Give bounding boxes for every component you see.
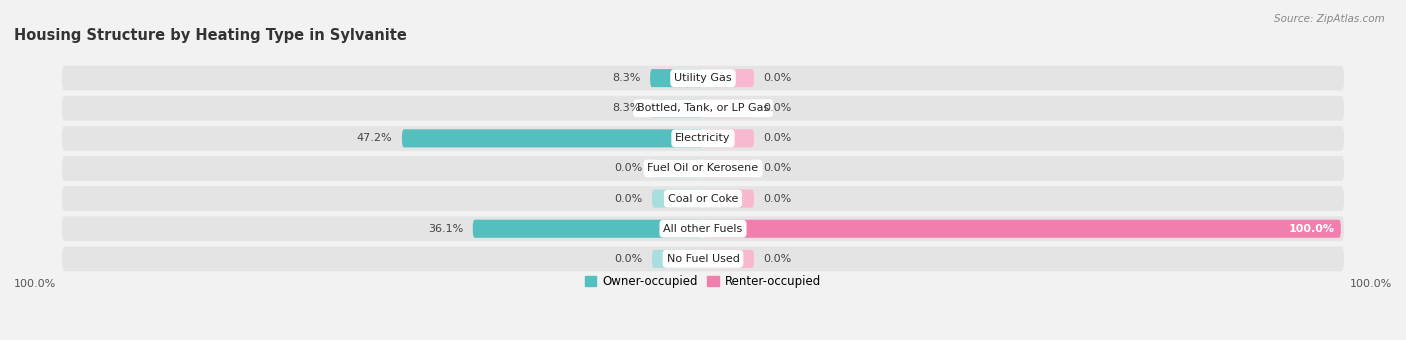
Text: 0.0%: 0.0%: [763, 73, 792, 83]
Legend: Owner-occupied, Renter-occupied: Owner-occupied, Renter-occupied: [579, 270, 827, 293]
FancyBboxPatch shape: [652, 250, 703, 268]
FancyBboxPatch shape: [703, 220, 1341, 238]
Text: No Fuel Used: No Fuel Used: [666, 254, 740, 264]
Text: 0.0%: 0.0%: [614, 164, 643, 173]
Text: Coal or Coke: Coal or Coke: [668, 193, 738, 204]
Text: 0.0%: 0.0%: [763, 254, 792, 264]
Text: 100.0%: 100.0%: [1288, 224, 1334, 234]
Text: 100.0%: 100.0%: [14, 278, 56, 289]
FancyBboxPatch shape: [703, 250, 754, 268]
FancyBboxPatch shape: [62, 156, 1344, 181]
Text: 100.0%: 100.0%: [1350, 278, 1392, 289]
FancyBboxPatch shape: [703, 159, 754, 177]
FancyBboxPatch shape: [652, 190, 703, 208]
Text: 0.0%: 0.0%: [763, 164, 792, 173]
Text: 0.0%: 0.0%: [763, 103, 792, 113]
FancyBboxPatch shape: [703, 99, 754, 117]
Text: 36.1%: 36.1%: [427, 224, 463, 234]
FancyBboxPatch shape: [62, 216, 1344, 241]
FancyBboxPatch shape: [62, 186, 1344, 211]
FancyBboxPatch shape: [703, 129, 754, 148]
Text: Source: ZipAtlas.com: Source: ZipAtlas.com: [1274, 14, 1385, 23]
Text: 8.3%: 8.3%: [612, 73, 641, 83]
Text: 47.2%: 47.2%: [357, 133, 392, 143]
Text: 0.0%: 0.0%: [614, 193, 643, 204]
Text: Bottled, Tank, or LP Gas: Bottled, Tank, or LP Gas: [637, 103, 769, 113]
FancyBboxPatch shape: [62, 96, 1344, 121]
Text: Electricity: Electricity: [675, 133, 731, 143]
FancyBboxPatch shape: [402, 129, 703, 148]
FancyBboxPatch shape: [62, 246, 1344, 271]
Text: 8.3%: 8.3%: [612, 103, 641, 113]
Text: 0.0%: 0.0%: [763, 193, 792, 204]
FancyBboxPatch shape: [650, 69, 703, 87]
Text: 0.0%: 0.0%: [614, 254, 643, 264]
Text: Utility Gas: Utility Gas: [675, 73, 731, 83]
FancyBboxPatch shape: [62, 126, 1344, 151]
FancyBboxPatch shape: [703, 69, 754, 87]
FancyBboxPatch shape: [703, 190, 754, 208]
FancyBboxPatch shape: [650, 99, 703, 117]
FancyBboxPatch shape: [472, 220, 703, 238]
Text: Fuel Oil or Kerosene: Fuel Oil or Kerosene: [647, 164, 759, 173]
FancyBboxPatch shape: [652, 159, 703, 177]
Text: All other Fuels: All other Fuels: [664, 224, 742, 234]
Text: Housing Structure by Heating Type in Sylvanite: Housing Structure by Heating Type in Syl…: [14, 29, 406, 44]
Text: 0.0%: 0.0%: [763, 133, 792, 143]
FancyBboxPatch shape: [62, 66, 1344, 90]
